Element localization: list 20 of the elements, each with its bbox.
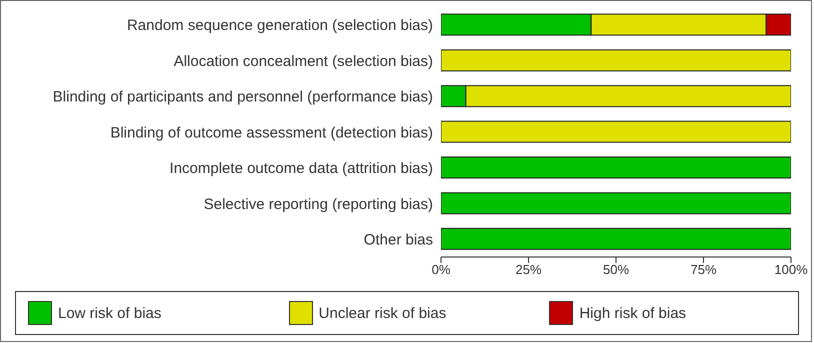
legend-label: Unclear risk of bias [318,304,446,322]
legend-label: High risk of bias [579,304,686,322]
x-tick-label: 0% [432,262,451,278]
bar [441,156,791,178]
y-tick-label: Incomplete outcome data (attrition bias) [170,160,434,178]
x-tick-label: 25% [515,262,542,278]
x-tick-label: 75% [690,262,717,278]
bar [441,228,791,250]
y-tick-label: Random sequence generation (selection bias) [126,17,433,34]
y-tick-label: Selective reporting (reporting bias) [204,196,433,213]
x-tick-label: 100% [774,262,808,278]
x-tick-label: 50% [602,262,630,278]
bar [441,192,791,214]
y-tick-label: Allocation concealment (selection bias) [174,52,433,70]
legend-label: Low risk of bias [58,304,162,322]
bar [441,120,791,143]
y-tick-label: Blinding of participants and personnel (performance bias) [52,88,433,106]
bar [441,49,791,72]
y-tick-label: Blinding of outcome assessment (detection bias) [110,124,433,142]
y-tick-label: Other bias [364,231,433,248]
